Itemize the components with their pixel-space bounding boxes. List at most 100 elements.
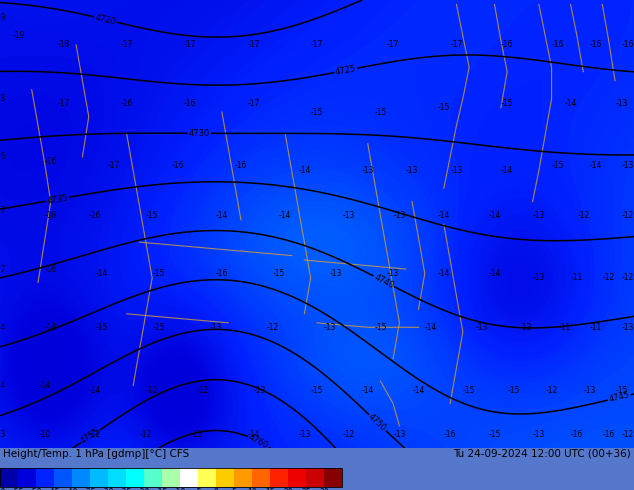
Text: -13: -13 [387, 269, 399, 278]
Text: 4750: 4750 [366, 412, 388, 433]
Text: -17: -17 [0, 206, 6, 215]
Text: 25: 25 [302, 489, 311, 490]
Text: -14: -14 [412, 386, 425, 394]
Text: -15: -15 [463, 386, 476, 394]
Text: -12: -12 [89, 430, 101, 440]
Text: -18: -18 [57, 40, 70, 49]
Text: -13: -13 [330, 269, 342, 278]
Text: -12: -12 [621, 211, 634, 220]
Text: -16: -16 [590, 40, 602, 49]
Text: -12: -12 [545, 386, 558, 394]
Text: -13: -13 [209, 323, 222, 332]
Text: -16: -16 [0, 152, 6, 161]
Text: -14: -14 [44, 323, 57, 332]
Text: -17: -17 [247, 98, 260, 108]
Bar [162, 468, 180, 487]
Text: -15: -15 [552, 161, 564, 171]
Text: -15: -15 [615, 386, 628, 394]
Text: -50: -50 [30, 489, 42, 490]
Text: -14: -14 [361, 386, 374, 394]
Text: -11: -11 [558, 323, 571, 332]
Text: -14: -14 [95, 269, 108, 278]
Text: -13: -13 [533, 273, 545, 282]
Bar [144, 468, 162, 487]
Text: Tu 24-09-2024 12:00 UTC (00+36): Tu 24-09-2024 12:00 UTC (00+36) [453, 449, 631, 459]
Text: -13: -13 [615, 98, 628, 108]
Text: -13: -13 [0, 430, 6, 440]
Text: -40: -40 [66, 489, 79, 490]
Text: -15: -15 [488, 430, 501, 440]
Text: -16: -16 [444, 430, 456, 440]
Text: -12: -12 [146, 386, 158, 394]
Text: -14: -14 [488, 211, 501, 220]
Text: -14: -14 [247, 430, 260, 440]
Bar [252, 468, 270, 487]
Text: -13: -13 [323, 323, 336, 332]
Text: 30: 30 [320, 489, 329, 490]
Text: -17: -17 [387, 40, 399, 49]
Text: -14: -14 [0, 323, 6, 332]
Text: -16: -16 [184, 98, 197, 108]
Text: -14: -14 [298, 166, 311, 175]
Text: 4720: 4720 [94, 13, 117, 26]
Bar [72, 468, 90, 487]
Text: -13: -13 [406, 166, 418, 175]
Text: -55: -55 [12, 489, 24, 490]
Text: -30: -30 [102, 489, 114, 490]
Text: -15: -15 [507, 386, 520, 394]
Text: -16: -16 [235, 161, 247, 171]
Text: -5: -5 [195, 489, 202, 490]
Text: -14: -14 [564, 98, 577, 108]
Text: -17: -17 [120, 40, 133, 49]
Text: -14: -14 [425, 323, 437, 332]
Text: -15: -15 [152, 269, 165, 278]
Text: -17: -17 [247, 40, 260, 49]
Text: -16: -16 [501, 40, 514, 49]
Text: -10: -10 [174, 489, 186, 490]
Text: -16: -16 [120, 98, 133, 108]
Bar [288, 468, 306, 487]
Bar [108, 468, 126, 487]
Text: 4755: 4755 [79, 427, 101, 446]
Text: -13: -13 [533, 211, 545, 220]
Bar [18, 468, 36, 487]
Text: -16: -16 [89, 211, 101, 220]
Text: -16: -16 [216, 269, 228, 278]
Text: -15: -15 [311, 108, 323, 117]
Text: -25: -25 [120, 489, 133, 490]
Text: -17: -17 [0, 265, 6, 273]
Text: -14: -14 [216, 211, 228, 220]
Text: -20: -20 [138, 489, 150, 490]
Text: 4730: 4730 [189, 129, 210, 138]
Text: -15: -15 [95, 323, 108, 332]
Text: -19: -19 [0, 13, 6, 23]
Text: -12: -12 [621, 273, 634, 282]
Text: Height/Temp. 1 hPa [gdmp][°C] CFS: Height/Temp. 1 hPa [gdmp][°C] CFS [3, 449, 190, 459]
Text: -13: -13 [190, 430, 203, 440]
Bar [0, 468, 18, 487]
Text: -13: -13 [393, 430, 406, 440]
Text: -14: -14 [38, 381, 51, 390]
Bar [90, 468, 108, 487]
Text: -14: -14 [89, 386, 101, 394]
Text: -12: -12 [266, 323, 279, 332]
Text: -15: -15 [374, 108, 387, 117]
Text: -15: -15 [437, 103, 450, 112]
Text: -14: -14 [590, 161, 602, 171]
Bar [325, 468, 342, 487]
Text: 5: 5 [232, 489, 236, 490]
Text: -15: -15 [501, 98, 514, 108]
Text: -10: -10 [38, 430, 51, 440]
Text: -15: -15 [152, 323, 165, 332]
Text: -15: -15 [374, 323, 387, 332]
Text: 10: 10 [247, 489, 257, 490]
Text: -13: -13 [583, 386, 596, 394]
Text: 15: 15 [266, 489, 275, 490]
Text: 4745: 4745 [608, 391, 630, 404]
Text: -16: -16 [552, 40, 564, 49]
Text: -35: -35 [84, 489, 96, 490]
Text: -14: -14 [501, 166, 514, 175]
Bar [234, 468, 252, 487]
Text: -18: -18 [0, 94, 6, 103]
Text: -13: -13 [621, 323, 634, 332]
